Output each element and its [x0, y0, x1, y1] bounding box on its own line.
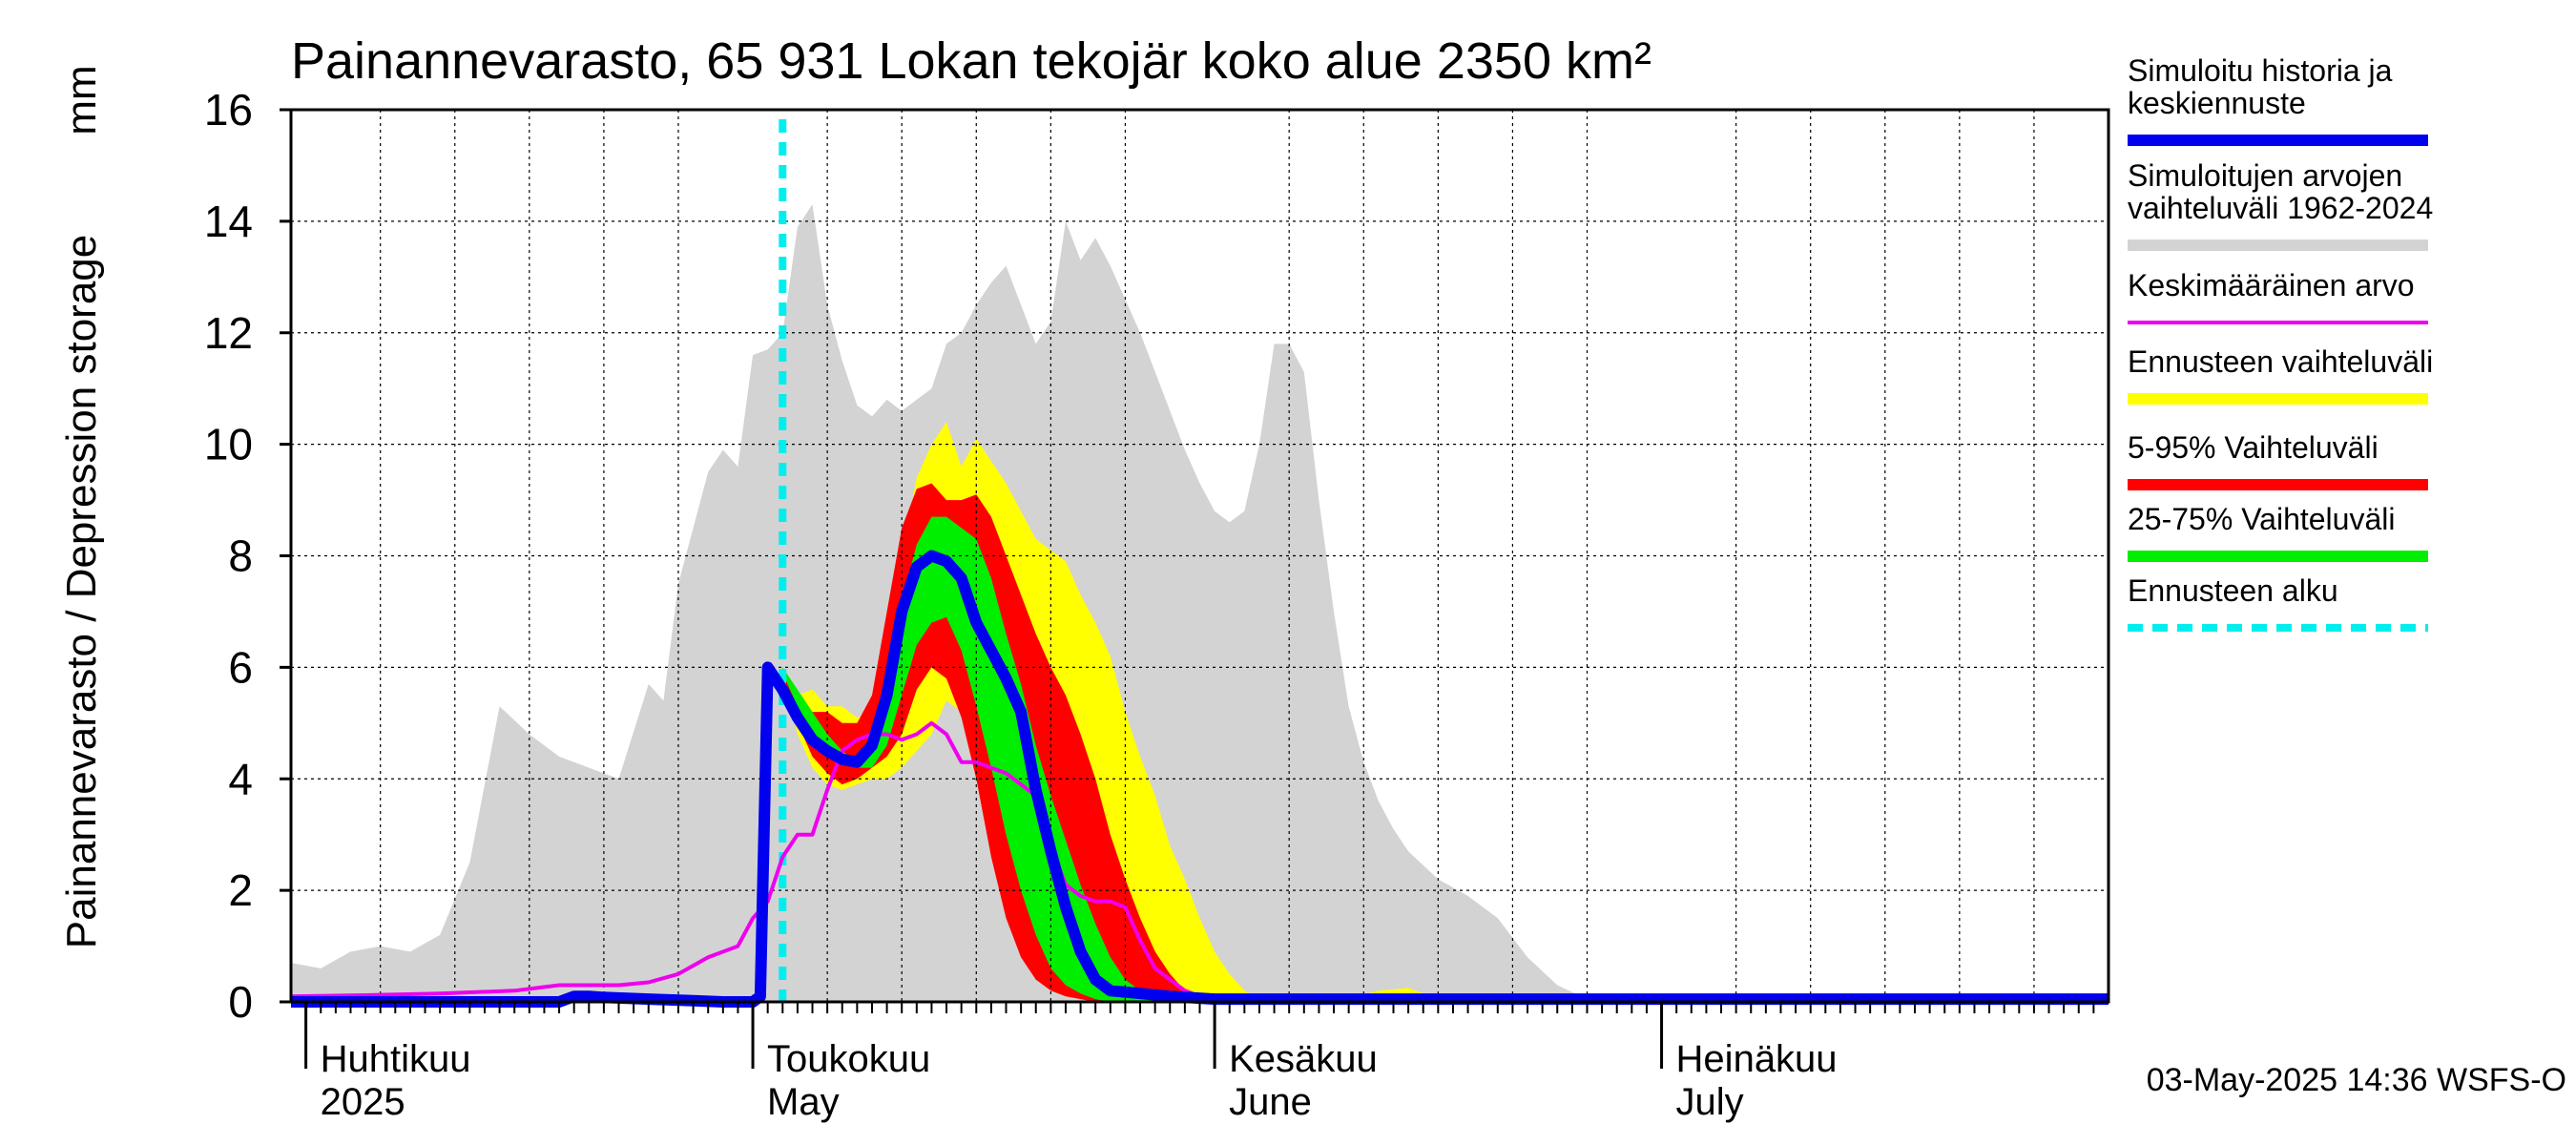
y-tick-label: 8	[228, 531, 253, 581]
y-tick-label: 0	[228, 977, 253, 1027]
y-axis-unit: mm	[58, 65, 105, 135]
p5-95-band	[782, 483, 2109, 1002]
chart-grid	[291, 110, 2109, 1002]
legend-label: Simuloitujen arvojen	[2128, 158, 2402, 193]
x-month-sublabel: 2025	[321, 1081, 405, 1123]
x-month-label: Huhtikuu	[321, 1038, 471, 1080]
legend-label: 25-75% Vaihteluväli	[2128, 502, 2395, 536]
y-axis-label: Painannevarasto / Depression storage	[58, 235, 105, 948]
x-month-label: Heinäkuu	[1676, 1038, 1838, 1080]
chart-lines	[290, 119, 2109, 1008]
y-axis-ticks: 0 2 4 6 8 10 12 14 16	[204, 85, 291, 1027]
x-month-sublabel: May	[767, 1081, 840, 1123]
legend-label: Simuloitu historia ja	[2128, 53, 2393, 88]
legend-label: Keskimääräinen arvo	[2128, 268, 2415, 302]
mean-line	[290, 720, 2109, 1002]
x-month-label: Toukokuu	[767, 1038, 930, 1080]
legend-label: Ennusteen vaihteluväli	[2128, 344, 2433, 379]
x-month-sublabel: July	[1676, 1081, 1744, 1123]
y-tick-label: 14	[204, 197, 253, 246]
footer-timestamp: 03-May-2025 14:36 WSFS-O	[2147, 1062, 2566, 1098]
y-tick-label: 6	[228, 642, 253, 692]
legend-label: Ennusteen alku	[2128, 573, 2338, 608]
x-month-label: Kesäkuu	[1229, 1038, 1378, 1080]
median-line	[291, 550, 2109, 1008]
x-month-sublabel: June	[1229, 1081, 1312, 1123]
chart-bands	[291, 204, 2109, 1003]
y-tick-label: 4	[228, 754, 253, 803]
legend-label: 5-95% Vaihteluväli	[2128, 430, 2379, 465]
y-tick-label: 12	[204, 308, 253, 358]
y-tick-label: 2	[228, 865, 253, 915]
y-tick-label: 10	[204, 420, 253, 469]
y-tick-label: 16	[204, 85, 253, 135]
legend-label: keskiennuste	[2128, 86, 2306, 120]
legend-label: vaihteluväli 1962-2024	[2128, 191, 2433, 225]
history-range-band	[291, 204, 2109, 1003]
chart-title: Painannevarasto, 65 931 Lokan tekojär ko…	[291, 32, 1652, 90]
